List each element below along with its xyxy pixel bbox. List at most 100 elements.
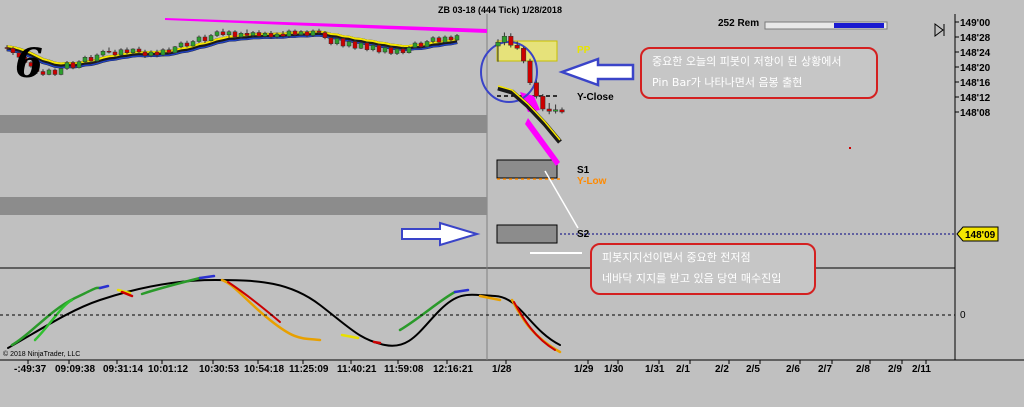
candle: [142, 51, 148, 56]
candle: [328, 37, 334, 44]
pp-label: PP: [577, 45, 591, 56]
time-tick-label: 1/28: [492, 364, 512, 375]
candle: [340, 38, 346, 47]
candle: [244, 33, 250, 36]
candle: [394, 48, 400, 54]
indicator-fast-up-4: [398, 290, 457, 332]
candle: [46, 69, 52, 75]
indicator-fast-down-3: [227, 281, 281, 323]
candle: [334, 38, 340, 44]
candle: [430, 37, 436, 42]
time-tick-label: 2/2: [715, 364, 729, 375]
indicator-fast-up-2: [33, 298, 74, 342]
indicator-fast-up-3: [140, 276, 202, 296]
price-tick-label: 148'16: [960, 78, 991, 89]
time-tick-label: 11:40:21: [337, 364, 377, 375]
time-tick-label: 2/8: [856, 364, 870, 375]
time-tick-label: 2/1: [676, 364, 690, 375]
candle: [226, 31, 232, 35]
candle: [22, 57, 28, 63]
indicator-fast-peak-3: [453, 288, 470, 294]
candle: [160, 49, 166, 56]
candle: [238, 33, 244, 38]
ema-band-line-current: [497, 85, 562, 144]
price-axis-labels: 149'00 148'28 148'24 148'20 148'16 148'12 148'…: [955, 18, 991, 119]
time-tick-label: 2/9: [888, 364, 902, 375]
time-tick-label: 2/6: [786, 364, 800, 375]
candle: [527, 60, 533, 83]
ema-inner-line: [6, 34, 458, 69]
magenta-trendline-2: [525, 118, 560, 166]
indicator-fast-peak: [98, 284, 110, 290]
indicator-slow-line: [7, 278, 561, 349]
candle: [304, 31, 310, 36]
candle: [370, 45, 376, 50]
candle: [106, 51, 112, 53]
price-tick-label: 148'12: [960, 93, 991, 104]
candle: [148, 51, 154, 56]
candle: [521, 48, 527, 62]
candle: [64, 62, 70, 69]
candle: [424, 41, 430, 47]
zone-lower: [0, 197, 487, 215]
copyright: © 2018 NinjaTrader, LLC: [3, 350, 80, 358]
time-tick-label: 1/30: [604, 364, 624, 375]
tick-progress-fill: [834, 23, 884, 28]
candle: [10, 48, 16, 53]
time-tick-label: -:49:37: [14, 364, 47, 375]
chart-title: ZB 03-18 (444 Tick) 1/28/2018: [438, 5, 562, 15]
ticks-remaining: 252 Rem: [718, 18, 759, 29]
candle: [346, 41, 352, 47]
indicator-fast-peak-2: [198, 274, 216, 280]
candle: [316, 30, 322, 33]
price-tick-label: 149'00: [960, 18, 991, 29]
indicator-panel: [7, 274, 562, 354]
candle: [400, 48, 406, 53]
y-close-label: Y-Close: [577, 92, 614, 103]
candle: [112, 51, 118, 56]
indicator-fast-down: [120, 290, 134, 298]
price-tick-label: 148'20: [960, 63, 991, 74]
candle: [454, 35, 460, 41]
candle: [364, 42, 370, 50]
play-end-icon[interactable]: [934, 23, 945, 37]
price-tick-label: 148'24: [960, 48, 991, 59]
time-tick-label: 2/7: [818, 364, 832, 375]
candle: [508, 36, 514, 46]
s2-label: S2: [577, 229, 590, 240]
arrow-right-icon: [401, 221, 481, 247]
candle: [406, 47, 412, 53]
candle: [4, 47, 10, 49]
time-tick-label: 10:30:53: [199, 364, 239, 375]
candle: [546, 108, 552, 112]
candle: [280, 33, 286, 37]
candle: [418, 42, 424, 47]
indicator-fast-turn-2: [340, 333, 360, 340]
ema-highlight-line: [6, 30, 458, 65]
candle: [178, 42, 184, 47]
time-tick-label: 1/29: [574, 364, 594, 375]
annotation-pivot-resistance: 중요한 오늘의 피봇이 저항이 된 상황에서 Pin Bar가 나타나면서 음봉…: [640, 47, 878, 99]
candle: [322, 32, 328, 38]
time-tick-label: 2/11: [912, 364, 931, 375]
indicator-zero-label: 0: [960, 310, 966, 321]
candle: [358, 42, 364, 49]
annotation-support: 피봇지지선이면서 중요한 전저점 네바닥 지지를 받고 있음 당연 매수진입: [590, 243, 816, 295]
candle: [376, 45, 382, 53]
candle: [495, 42, 501, 47]
candle: [94, 54, 100, 62]
time-tick-label: 1/31: [645, 364, 665, 375]
candle: [501, 36, 507, 43]
ema-highlight-line-current: [497, 85, 561, 141]
candle: [442, 36, 448, 43]
candle: [436, 37, 442, 43]
ema-band-line: [6, 30, 458, 69]
candle: [559, 109, 565, 113]
current-price-tag: 148'09: [956, 226, 999, 242]
annotation-line: 네바닥 지지를 받고 있음 당연 매수진입: [602, 272, 782, 285]
current-price-label: 148'09: [965, 230, 996, 241]
candle: [184, 42, 190, 47]
candle: [448, 36, 454, 41]
zone-upper: [0, 115, 487, 133]
